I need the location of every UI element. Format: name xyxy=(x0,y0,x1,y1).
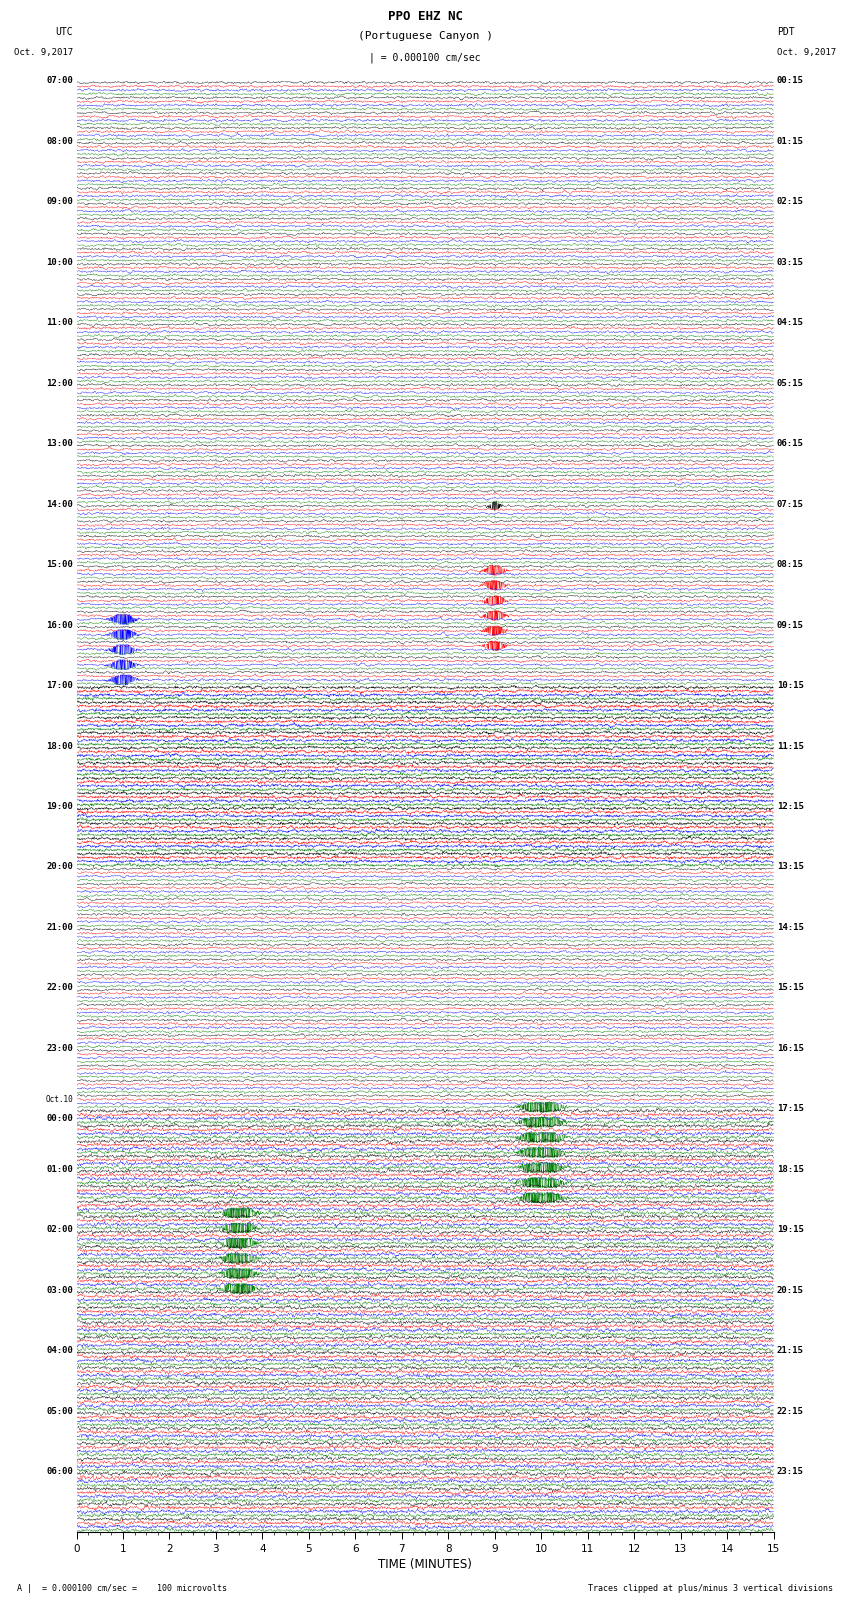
Text: 21:15: 21:15 xyxy=(777,1347,804,1355)
Text: 15:00: 15:00 xyxy=(46,560,73,569)
Text: 07:15: 07:15 xyxy=(777,500,804,508)
Text: A |  = 0.000100 cm/sec =    100 microvolts: A | = 0.000100 cm/sec = 100 microvolts xyxy=(17,1584,227,1594)
Text: 21:00: 21:00 xyxy=(46,923,73,932)
Text: 13:15: 13:15 xyxy=(777,863,804,871)
X-axis label: TIME (MINUTES): TIME (MINUTES) xyxy=(378,1558,472,1571)
Text: 09:15: 09:15 xyxy=(777,621,804,629)
Text: 03:15: 03:15 xyxy=(777,258,804,266)
Text: 16:15: 16:15 xyxy=(777,1044,804,1053)
Text: 20:00: 20:00 xyxy=(46,863,73,871)
Text: 08:15: 08:15 xyxy=(777,560,804,569)
Text: 06:00: 06:00 xyxy=(46,1468,73,1476)
Text: 16:00: 16:00 xyxy=(46,621,73,629)
Text: Oct.10: Oct.10 xyxy=(45,1095,73,1103)
Text: 12:00: 12:00 xyxy=(46,379,73,387)
Text: 15:15: 15:15 xyxy=(777,984,804,992)
Text: 22:00: 22:00 xyxy=(46,984,73,992)
Text: Traces clipped at plus/minus 3 vertical divisions: Traces clipped at plus/minus 3 vertical … xyxy=(588,1584,833,1594)
Text: 00:00: 00:00 xyxy=(46,1113,73,1123)
Text: 00:15: 00:15 xyxy=(777,76,804,85)
Text: 02:15: 02:15 xyxy=(777,197,804,206)
Text: 04:15: 04:15 xyxy=(777,318,804,327)
Text: | = 0.000100 cm/sec: | = 0.000100 cm/sec xyxy=(369,53,481,63)
Text: 04:00: 04:00 xyxy=(46,1347,73,1355)
Text: 20:15: 20:15 xyxy=(777,1286,804,1295)
Text: 10:15: 10:15 xyxy=(777,681,804,690)
Text: Oct. 9,2017: Oct. 9,2017 xyxy=(14,48,73,56)
Text: 08:00: 08:00 xyxy=(46,137,73,145)
Text: 01:15: 01:15 xyxy=(777,137,804,145)
Text: 23:00: 23:00 xyxy=(46,1044,73,1053)
Text: 19:15: 19:15 xyxy=(777,1226,804,1234)
Text: 02:00: 02:00 xyxy=(46,1226,73,1234)
Text: 09:00: 09:00 xyxy=(46,197,73,206)
Text: Oct. 9,2017: Oct. 9,2017 xyxy=(777,48,836,56)
Text: 03:00: 03:00 xyxy=(46,1286,73,1295)
Text: 14:00: 14:00 xyxy=(46,500,73,508)
Text: UTC: UTC xyxy=(55,27,73,37)
Text: 17:15: 17:15 xyxy=(777,1105,804,1113)
Text: 14:15: 14:15 xyxy=(777,923,804,932)
Text: (Portuguese Canyon ): (Portuguese Canyon ) xyxy=(358,31,492,42)
Text: 23:15: 23:15 xyxy=(777,1468,804,1476)
Text: 06:15: 06:15 xyxy=(777,439,804,448)
Text: 13:00: 13:00 xyxy=(46,439,73,448)
Text: PPO EHZ NC: PPO EHZ NC xyxy=(388,10,462,23)
Text: 19:00: 19:00 xyxy=(46,802,73,811)
Text: 18:15: 18:15 xyxy=(777,1165,804,1174)
Text: 18:00: 18:00 xyxy=(46,742,73,750)
Text: 11:15: 11:15 xyxy=(777,742,804,750)
Text: 05:00: 05:00 xyxy=(46,1407,73,1416)
Text: 01:00: 01:00 xyxy=(46,1165,73,1174)
Text: PDT: PDT xyxy=(777,27,795,37)
Text: 07:00: 07:00 xyxy=(46,76,73,85)
Text: 11:00: 11:00 xyxy=(46,318,73,327)
Text: 17:00: 17:00 xyxy=(46,681,73,690)
Text: 22:15: 22:15 xyxy=(777,1407,804,1416)
Text: 10:00: 10:00 xyxy=(46,258,73,266)
Text: 12:15: 12:15 xyxy=(777,802,804,811)
Text: 05:15: 05:15 xyxy=(777,379,804,387)
